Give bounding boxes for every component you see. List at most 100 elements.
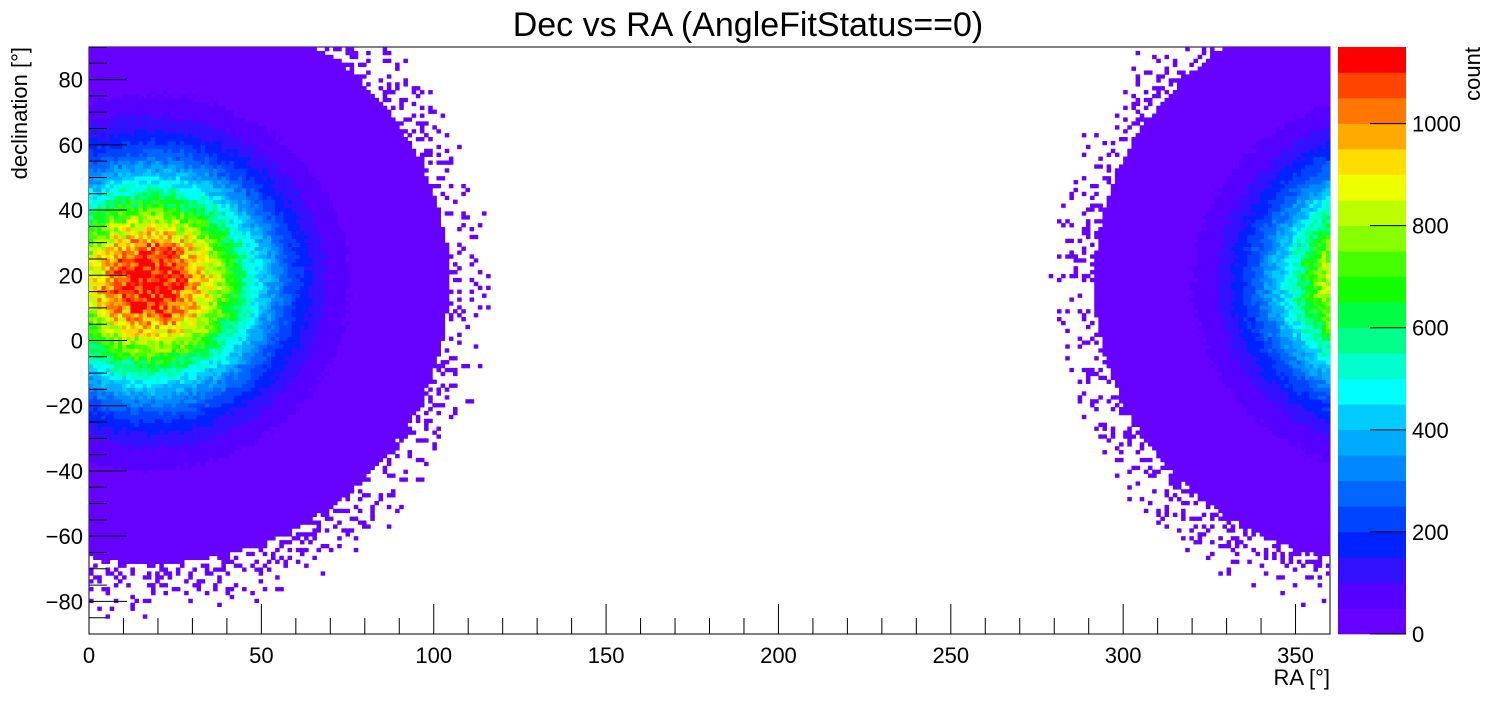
heatmap-bin-4051 [213,469,218,474]
heatmap-bin-4350 [221,352,226,357]
heatmap-bin-4104 [213,262,218,267]
heatmap-bin-1608 [134,58,140,64]
heatmap-bin-695 [109,473,115,478]
heatmap-bin-4817 [233,86,239,91]
heatmap-bin-2022 [151,551,156,557]
heatmap-bin-4215 [217,356,222,361]
heatmap-bin-4759 [233,313,239,318]
heatmap-bin-3009 [180,375,185,381]
heatmap-bin-1787 [142,403,148,408]
heatmap-bin-2358 [159,297,164,302]
heatmap-bin-3947 [208,356,214,361]
heatmap-bin-2132 [151,121,156,126]
heatmap-bin-1646 [138,426,144,431]
heatmap-bin-3526 [196,442,202,447]
heatmap-bin-612 [105,277,111,283]
heatmap-bin-3802 [204,410,210,416]
heatmap-bin-2569 [167,528,173,533]
heatmap-bin-1792 [142,383,148,388]
heatmap-bin-3855 [204,203,210,208]
heatmap-bin-4107 [213,250,218,255]
heatmap-bin-2006 [146,82,152,87]
heatmap-bin-394 [97,74,102,79]
heatmap-bin-2266 [155,125,160,130]
heatmap-bin-4973 [242,493,247,498]
heatmap-bin-2879 [175,363,181,369]
heatmap-bin-657 [105,101,111,107]
heatmap-bin-2139 [151,93,156,99]
heatmap-bin-207 [93,281,98,287]
heatmap-bin-1062 [117,93,123,99]
heatmap-bin-3588 [196,199,202,204]
heatmap-bin-2506 [163,250,168,255]
heatmap-bin-2357 [159,301,164,306]
heatmap-bin-2875 [175,379,181,384]
heatmap-bin-4048 [213,481,218,486]
heatmap-bin-296 [97,457,102,463]
heatmap-bin-679 [109,536,115,541]
heatmap-bin-4360 [221,313,226,318]
heatmap-bin-1763 [142,497,148,502]
heatmap-bin-3770 [204,536,210,541]
heatmap-bin-4497 [225,305,231,310]
heatmap-bin-2391 [159,168,164,173]
heatmap-bin-4897 [237,281,243,287]
heatmap-bin-3806 [204,395,210,400]
heatmap-bin-1767 [142,481,148,486]
heatmap-bin-3833 [204,289,210,294]
heatmap-bin-25 [89,473,94,478]
heatmap-bin-2031 [151,516,156,521]
heatmap-bin-3292 [188,313,193,318]
heatmap-bin-852 [113,387,119,392]
heatmap-bin-4626 [229,317,235,322]
heatmap-bin-1963 [146,250,152,255]
heatmap-bin-4895 [237,289,243,294]
heatmap-bin-2052 [151,434,156,439]
heatmap-bin-3329 [188,168,193,173]
heatmap-bin-2198 [155,391,160,396]
heatmap-bin-2087 [151,297,156,302]
heatmap-bin-150 [93,504,98,510]
heatmap-bin-1746 [142,575,148,580]
heatmap-bin-1480 [134,559,140,564]
heatmap-bin-3701 [200,277,206,283]
heatmap-bin-4913 [237,219,243,224]
heatmap-bin-3024 [180,317,185,322]
heatmap-bin-178 [93,395,98,400]
heatmap-bin-1589 [134,133,140,138]
heatmap-bin-781 [109,137,115,142]
heatmap-bin-336 [97,301,102,306]
heatmap-bin-557 [105,493,111,498]
heatmap-bin-2765 [171,281,177,287]
heatmap-bin-2060 [151,403,156,408]
heatmap-bin-3686 [200,336,206,341]
heatmap-bin-1866 [142,93,148,99]
heatmap-bin-131 [89,58,94,64]
heatmap-bin-2220 [155,305,160,310]
heatmap-bin-3539 [196,391,202,396]
heatmap-bin-398 [97,58,102,64]
heatmap-bin-168 [93,434,98,439]
heatmap-bin-3395 [192,430,197,435]
heatmap-bin-1000 [117,336,123,341]
heatmap-bin-3445 [192,234,197,240]
heatmap-bin-857 [113,367,119,373]
heatmap-bin-4433 [225,555,231,561]
heatmap-bin-3896 [208,571,214,576]
heatmap-bin-2602 [167,399,173,404]
heatmap-bin-4354 [221,336,226,341]
heatmap-bin-3543 [196,375,202,381]
heatmap-bin-4475 [225,391,231,396]
heatmap-bin-2554 [163,62,168,67]
heatmap-bin-3295 [188,301,193,306]
heatmap-bin-1272 [126,317,131,322]
heatmap-bin-767 [109,191,115,197]
heatmap-bin-3667 [200,410,206,416]
heatmap-bin-4291 [217,58,222,64]
heatmap-bin-2824 [171,50,177,56]
heatmap-bin-3573 [196,258,202,263]
heatmap-bin-3251 [188,473,193,478]
heatmap-bin-3737 [200,137,206,142]
heatmap-bin-3392 [192,442,197,447]
heatmap-bin-999 [117,340,123,345]
